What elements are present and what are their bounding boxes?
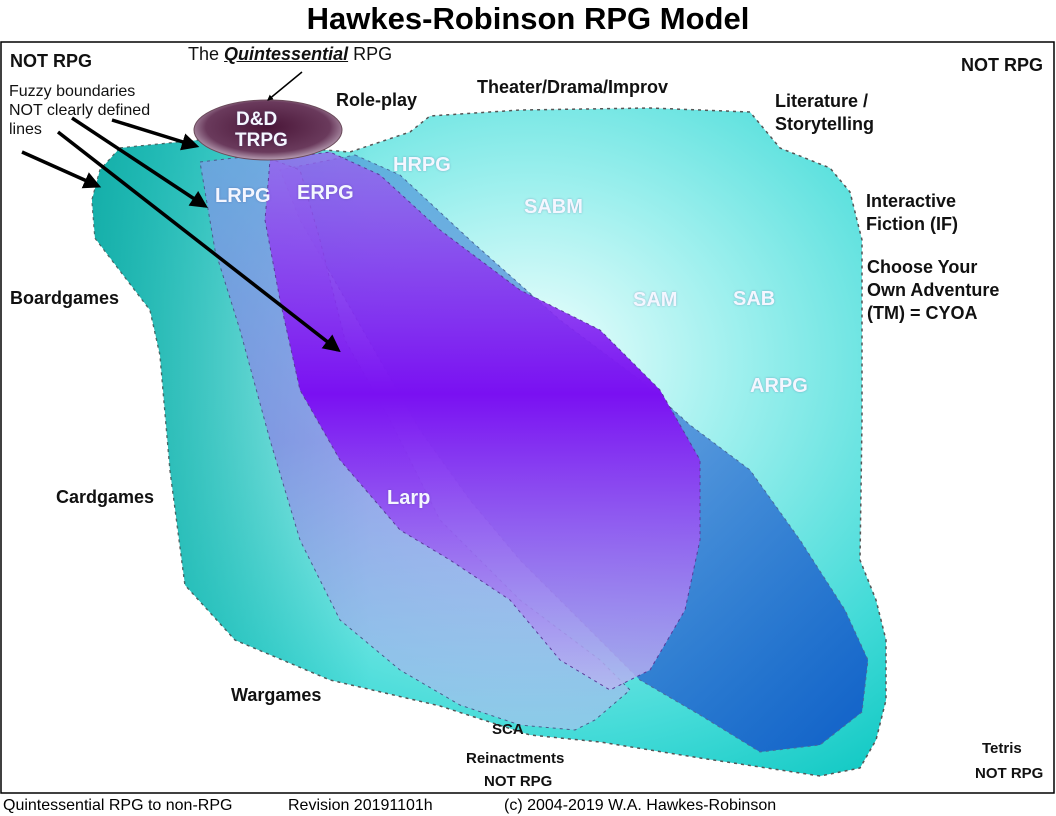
- interactive-label-line1: Interactive: [866, 191, 957, 211]
- not-rpg-bottom-right: NOT RPG: [975, 765, 1044, 782]
- theater-label: Theater/Drama/Improv: [477, 77, 669, 97]
- quintessential-emphasis: Quintessential: [224, 44, 349, 64]
- reinactments-label: Reinactments: [466, 750, 565, 767]
- footer-copyright: (c) 2004-2019 W.A. Hawkes-Robinson: [504, 797, 777, 814]
- sabm-label: SABM: [524, 196, 583, 218]
- not-rpg-top-right: NOT RPG: [961, 55, 1044, 75]
- fuzzy-note-line1: Fuzzy boundaries: [9, 83, 136, 100]
- trpg-label: TRPG: [235, 130, 288, 151]
- arrow-quintessential: [267, 71, 303, 101]
- cardgames-label: Cardgames: [56, 487, 155, 507]
- literature-label-line2: Storytelling: [775, 114, 875, 134]
- sam-label: SAM: [633, 289, 678, 311]
- arrow-fuzzy-4: [56, 130, 341, 353]
- quintessential-suffix: RPG: [353, 44, 393, 64]
- quintessential-caption: The Quintessential RPG: [188, 44, 392, 64]
- cyoa-label-line3: (TM) = CYOA: [867, 303, 978, 323]
- literature-label-line1: Literature /: [775, 91, 869, 111]
- diagram-title: Hawkes-Robinson RPG Model: [306, 1, 750, 36]
- wargames-label: Wargames: [231, 685, 322, 705]
- erpg-label: ERPG: [297, 182, 354, 204]
- boardgames-label: Boardgames: [10, 288, 120, 308]
- cyoa-label-line1: Choose Your: [867, 257, 978, 277]
- erpg-larp-core: [264, 151, 701, 691]
- sca-label: SCA: [492, 721, 524, 738]
- fuzzy-note-line2: NOT clearly defined: [9, 102, 151, 119]
- not-rpg-bottom-label: NOT RPG: [484, 773, 553, 790]
- arrow-fuzzy-3: [71, 116, 208, 208]
- arrow-fuzzy-1: [111, 118, 200, 151]
- sab-label: SAB: [733, 288, 776, 310]
- arpg-label: ARPG: [750, 375, 808, 397]
- fuzzy-note-line3: lines: [9, 121, 42, 138]
- cyoa-label-line2: Own Adventure: [867, 280, 1000, 300]
- tetris-label: Tetris: [982, 740, 1022, 757]
- arrow-fuzzy-2: [21, 150, 102, 189]
- larp-label: Larp: [387, 487, 431, 509]
- interactive-label-line2: Fiction (IF): [866, 214, 958, 234]
- lrpg-label: LRPG: [215, 185, 271, 207]
- frame-border: [0, 41, 1055, 794]
- dnd-label: D&D: [236, 109, 278, 130]
- quintessential-prefix: The: [188, 44, 220, 64]
- footer-left: Quintessential RPG to non-RPG: [3, 797, 233, 814]
- footer-revision: Revision 20191101h: [288, 797, 433, 814]
- hrpg-label: HRPG: [393, 154, 451, 176]
- role-play-label: Role-play: [336, 90, 418, 110]
- not-rpg-top-left: NOT RPG: [10, 51, 93, 71]
